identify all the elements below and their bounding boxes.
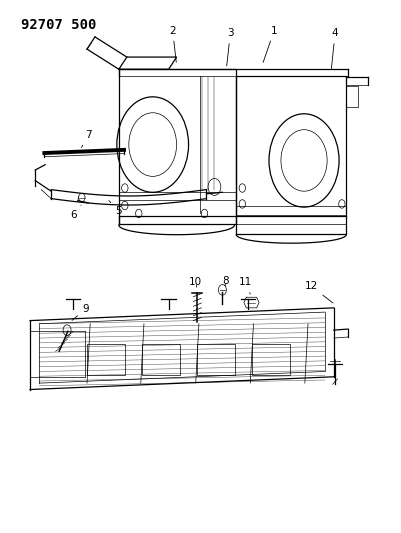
Text: 8: 8 [222, 276, 229, 286]
Bar [142, 344, 180, 375]
Bar [197, 344, 235, 375]
Text: 9: 9 [72, 304, 89, 320]
Text: 92707 500: 92707 500 [21, 18, 97, 33]
Text: 7: 7 [81, 130, 91, 148]
Bar [346, 86, 358, 108]
Text: 2: 2 [169, 26, 176, 62]
Bar [87, 344, 125, 375]
Text: 12: 12 [305, 281, 333, 303]
Text: 11: 11 [239, 277, 252, 294]
Text: 5: 5 [109, 200, 122, 216]
Text: 1: 1 [263, 26, 277, 62]
Text: 3: 3 [227, 28, 234, 66]
Text: 6: 6 [70, 205, 81, 220]
Text: 10: 10 [189, 277, 202, 287]
Bar [252, 344, 290, 375]
Text: 4: 4 [331, 28, 338, 69]
